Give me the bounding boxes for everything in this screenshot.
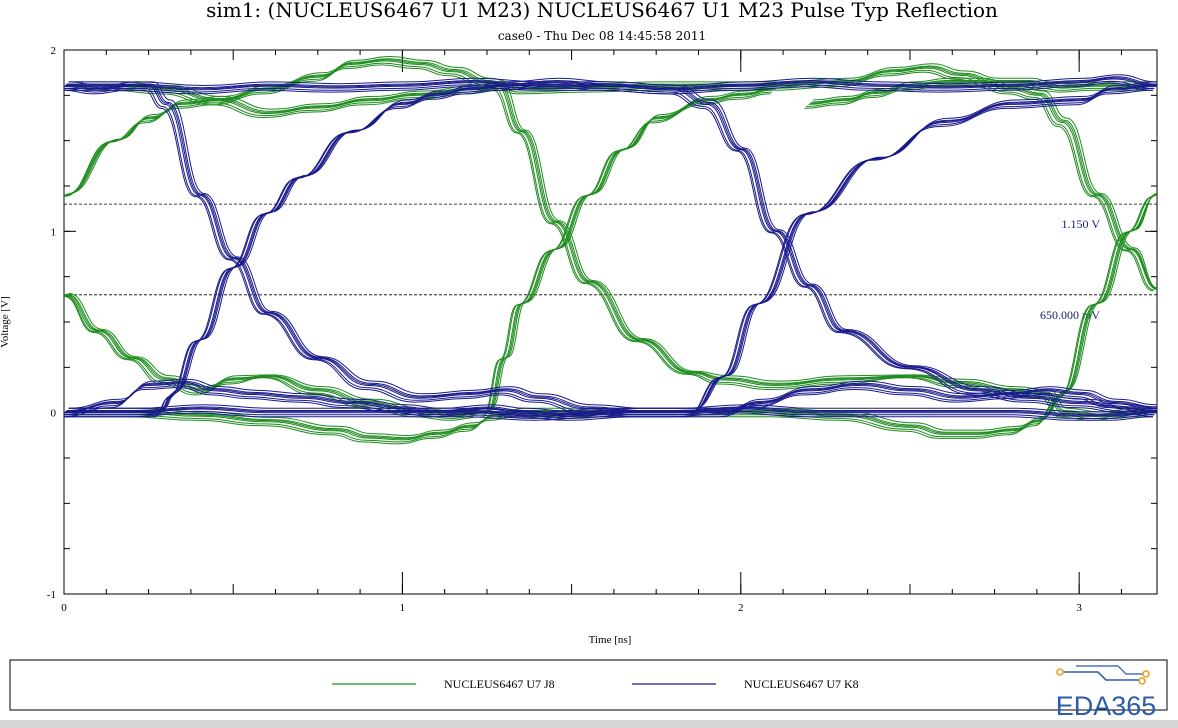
chart-title: sim1: (NUCLEUS6467 U1 M23) NUCLEUS6467 U… xyxy=(206,0,998,22)
series-trace xyxy=(805,84,1155,291)
y-tick-label: -1 xyxy=(47,589,56,601)
series-trace xyxy=(68,74,1158,87)
plot-area xyxy=(63,49,1158,595)
series-trace xyxy=(68,404,1158,413)
x-axis-label: Time [ns] xyxy=(589,634,632,646)
logo-dot xyxy=(1142,670,1150,678)
tick-labels: -1 0 1 2 0 1 2 3 xyxy=(47,45,1083,614)
series-trace xyxy=(63,78,1158,91)
logo-dot xyxy=(1056,668,1064,676)
legend-label: NUCLEUS6467 U7 K8 xyxy=(744,677,859,691)
series-trace xyxy=(63,87,1155,416)
window-bottom-edge xyxy=(0,720,1178,728)
legend-item-1: NUCLEUS6467 U7 K8 xyxy=(632,677,859,691)
series-trace xyxy=(63,89,1153,421)
series-trace xyxy=(65,407,1158,416)
axis-ticks xyxy=(63,49,1157,595)
series-trace xyxy=(64,80,1155,93)
series-trace xyxy=(64,412,1153,421)
x-tick-label: 3 xyxy=(1076,602,1082,614)
logo-text: EDA365 xyxy=(1056,691,1157,721)
series-trace xyxy=(68,81,1157,413)
series-trace xyxy=(808,82,1158,290)
series-trace xyxy=(64,82,1158,414)
series-trace xyxy=(811,80,1158,290)
legend-box xyxy=(9,659,1168,711)
series-trace xyxy=(63,87,1155,420)
series-trace xyxy=(63,60,1147,196)
legend-label: NUCLEUS6467 U7 J8 xyxy=(444,677,555,691)
x-tick-label: 0 xyxy=(61,602,67,614)
chart-subtitle: case0 - Thu Dec 08 14:45:58 2011 xyxy=(498,29,706,43)
series-trace xyxy=(65,77,1158,90)
series-trace xyxy=(65,84,1158,413)
series-1 xyxy=(63,74,1158,421)
legend-item-0: NUCLEUS6467 U7 J8 xyxy=(332,677,555,691)
series-layer xyxy=(63,55,1158,445)
x-tick-label: 2 xyxy=(738,602,744,614)
logo-dot xyxy=(1138,677,1146,685)
reference-line-label: 1.150 V xyxy=(1062,217,1101,231)
series-trace xyxy=(68,77,1158,409)
series-trace xyxy=(66,76,1158,89)
series-trace xyxy=(63,85,1158,414)
y-tick-label: 1 xyxy=(51,226,57,238)
circuit-trace-icon xyxy=(1056,665,1150,685)
series-trace xyxy=(64,410,1155,420)
series-trace xyxy=(66,406,1158,415)
y-tick-label: 0 xyxy=(51,408,57,420)
y-tick-label: 2 xyxy=(51,45,57,57)
x-tick-label: 1 xyxy=(400,602,406,614)
series-trace xyxy=(64,408,1158,417)
eda365-logo: EDA365 xyxy=(1056,665,1157,721)
series-trace xyxy=(66,79,1158,411)
series-trace xyxy=(65,84,1158,416)
series-trace xyxy=(63,89,1153,418)
y-axis-label: Voltage [V] xyxy=(0,296,11,347)
series-trace xyxy=(804,86,1154,292)
series-trace xyxy=(63,82,1153,95)
